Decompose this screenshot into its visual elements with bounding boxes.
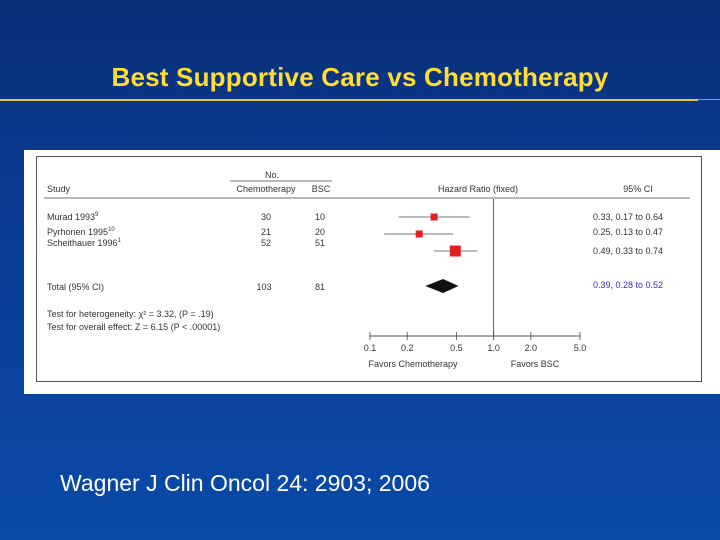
study-name: Pyrhonen 199510	[47, 227, 115, 237]
total-ci-text: 0.39, 0.28 to 0.52	[593, 280, 663, 290]
x-tick-label: 0.5	[450, 343, 463, 353]
x-tick-label: 0.1	[364, 343, 377, 353]
x-tick-label: 2.0	[525, 343, 538, 353]
hr-marker	[449, 245, 461, 257]
total-label: Total (95% CI)	[47, 282, 104, 292]
title-underline	[0, 99, 698, 101]
hr-marker	[430, 213, 438, 221]
title-underline-tail	[698, 99, 720, 100]
study-ci-text: 0.49, 0.33 to 0.74	[593, 246, 663, 256]
hr-axis: 0.1 0.2 0.5 1.0 2.0 5.0	[364, 199, 587, 353]
favors-chemo-label: Favors Chemotherapy	[368, 359, 458, 369]
hr-marker	[415, 230, 423, 238]
header-bsc: BSC	[312, 184, 331, 194]
citation: Wagner J Clin Oncol 24: 2903; 2006	[60, 470, 430, 496]
study-row: Pyrhonen 199510 21 20 0.25, 0.13 to 0.47	[47, 227, 663, 237]
header-ci: 95% CI	[623, 184, 653, 194]
x-tick-label: 1.0	[487, 343, 500, 353]
header-study: Study	[47, 184, 71, 194]
total-chemo-n: 103	[256, 282, 271, 292]
header-no: No.	[265, 170, 279, 180]
study-row: Scheithauer 19961 52 51 0.49, 0.33 to 0.…	[47, 238, 663, 256]
pooled-diamond	[425, 279, 459, 293]
study-row: Murad 19939 30 10 0.33, 0.17 to 0.64	[47, 212, 663, 222]
study-bsc-n: 10	[315, 212, 325, 222]
total-row: Total (95% CI) 103 81 0.39, 0.28 to 0.52	[47, 280, 663, 292]
study-name: Murad 19939	[47, 212, 99, 222]
header-chemo: Chemotherapy	[236, 184, 296, 194]
hr-marks	[384, 213, 478, 293]
study-ci-text: 0.25, 0.13 to 0.47	[593, 227, 663, 237]
heterogeneity-test: Test for heterogeneity: χ² = 3.32, (P = …	[47, 309, 214, 319]
study-chemo-n: 52	[261, 238, 271, 248]
study-ci-text: 0.33, 0.17 to 0.64	[593, 212, 663, 222]
study-bsc-n: 51	[315, 238, 325, 248]
header-hr: Hazard Ratio (fixed)	[438, 184, 518, 194]
favors-bsc-label: Favors BSC	[511, 359, 560, 369]
total-bsc-n: 81	[315, 282, 325, 292]
x-tick-label: 5.0	[574, 343, 587, 353]
slide-title: Best Supportive Care vs Chemotherapy	[111, 62, 609, 92]
study-chemo-n: 21	[261, 227, 271, 237]
study-chemo-n: 30	[261, 212, 271, 222]
overall-effect-test: Test for overall effect: Z = 6.15 (P < .…	[47, 322, 220, 332]
study-bsc-n: 20	[315, 227, 325, 237]
figure-frame	[36, 156, 702, 382]
x-tick-label: 0.2	[401, 343, 414, 353]
study-name: Scheithauer 19961	[47, 238, 122, 248]
figure-panel	[24, 150, 720, 394]
